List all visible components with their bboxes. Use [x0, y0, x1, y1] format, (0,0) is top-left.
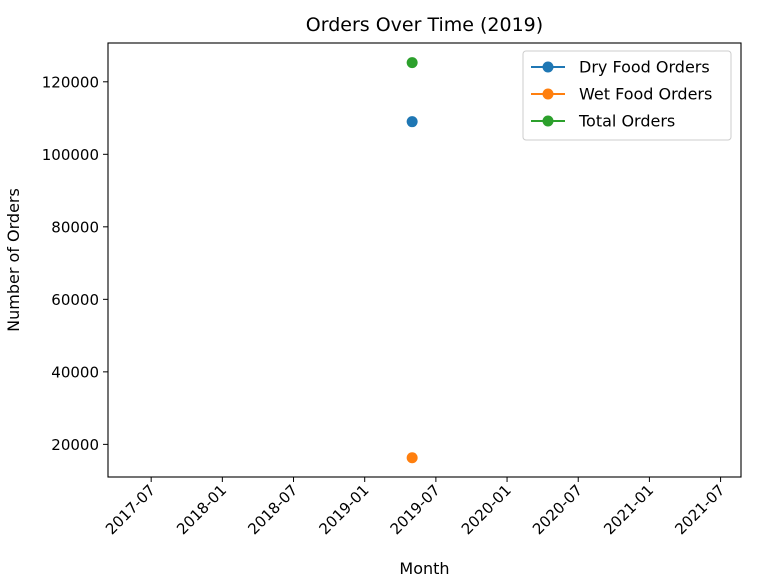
legend-label: Total Orders: [578, 112, 675, 131]
y-tick-label: 40000: [51, 363, 99, 381]
y-axis-label: Number of Orders: [4, 188, 23, 332]
legend-marker: [542, 88, 554, 100]
legend-entry: Total Orders: [531, 112, 675, 131]
legend-label: Wet Food Orders: [579, 85, 712, 104]
legend-entry: Wet Food Orders: [531, 85, 712, 104]
y-tick-label: 100000: [42, 146, 99, 164]
y-tick-label: 60000: [51, 291, 99, 309]
data-point: [406, 116, 418, 128]
chart-title: Orders Over Time (2019): [306, 14, 543, 36]
y-tick-label: 80000: [51, 218, 99, 236]
legend: Dry Food Orders Wet Food Orders Total Orde…: [522, 50, 732, 141]
axes-frame: [107, 42, 742, 478]
data-point: [406, 57, 418, 69]
legend-entry: Dry Food Orders: [531, 58, 710, 77]
y-tick-label: 20000: [51, 436, 99, 454]
legend-marker: [542, 61, 554, 73]
x-axis-label: Month: [399, 559, 449, 578]
legend-label: Dry Food Orders: [579, 58, 710, 77]
data-point: [406, 452, 418, 464]
legend-frame: [522, 50, 732, 141]
legend-marker: [542, 115, 554, 127]
y-tick-label: 120000: [42, 73, 99, 91]
